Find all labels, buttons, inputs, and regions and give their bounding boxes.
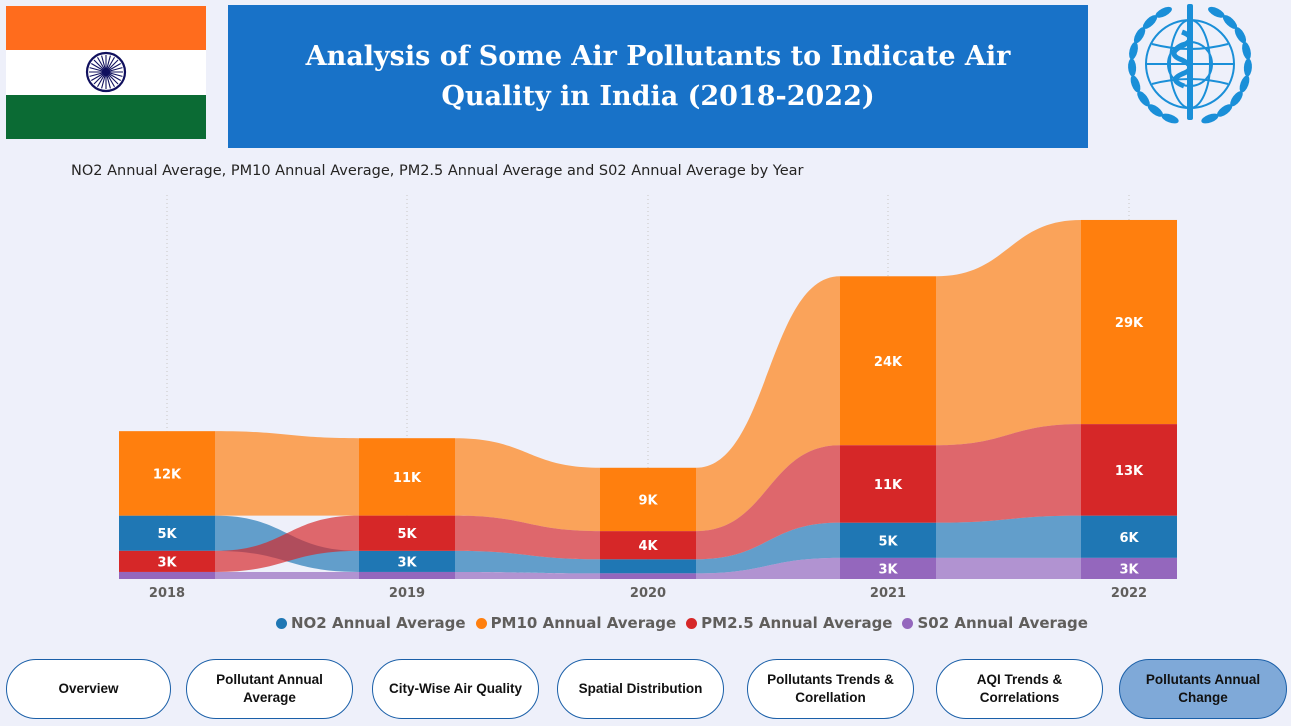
nav-aqi-trends-button[interactable]: AQI Trends & Correlations xyxy=(936,659,1103,719)
data-label-pm2-5-annual-average-2022: 13K xyxy=(1115,464,1144,479)
bar-segment-pm10-annual-average-2021[interactable] xyxy=(840,276,936,446)
chart-legend: NO2 Annual Average PM10 Annual Average P… xyxy=(276,614,1088,632)
legend-item-no2[interactable]: NO2 Annual Average xyxy=(276,614,466,632)
legend-marker-so2 xyxy=(902,617,914,629)
data-label-pm2-5-annual-average-2019: 5K xyxy=(397,527,417,542)
data-label-s02-annual-average-2021: 3K xyxy=(878,562,898,577)
ribbon-chart: 5K 12K 3K 3K 11K 5K 9K 4K 5K 24K 11K 3K 6K 29K 13K 3K 2… xyxy=(119,195,1177,601)
nav-pollutants-trends-button[interactable]: Pollutants Trends & Corellation xyxy=(747,659,914,719)
ribbon-pm10-annual-average-2019 xyxy=(455,438,600,532)
legend-label-pm10: PM10 Annual Average xyxy=(490,614,677,632)
flag-saffron-stripe xyxy=(6,6,206,51)
nav-spatial-distribution-button[interactable]: Spatial Distribution xyxy=(557,659,724,719)
bar-segment-s02-annual-average-2022[interactable] xyxy=(1081,557,1177,579)
nav-pollutant-annual-average-label: Pollutant Annual Average xyxy=(216,672,323,705)
legend-marker-pm10 xyxy=(475,617,487,629)
data-label-pm10-annual-average-2020: 9K xyxy=(638,493,658,508)
flag-green-stripe xyxy=(6,94,206,139)
ribbon-pm2-5-annual-average-2021 xyxy=(936,424,1081,523)
data-label-no2-annual-average-2022: 6K xyxy=(1119,531,1139,546)
bar-segment-s02-annual-average-2018[interactable] xyxy=(119,571,215,579)
page-title: Analysis of Some Air Pollutants to Indic… xyxy=(305,40,1011,112)
x-tick-label-2020: 2020 xyxy=(630,586,666,601)
bar-segment-pm10-annual-average-2018[interactable] xyxy=(119,431,215,516)
nav-pollutants-annual-change-label: Pollutants Annual Change xyxy=(1145,672,1261,705)
nav-spatial-distribution-label: Spatial Distribution xyxy=(578,681,703,696)
bar-segment-s02-annual-average-2020[interactable] xyxy=(600,573,696,579)
x-tick-label-2021: 2021 xyxy=(870,586,906,601)
who-emblem-icon xyxy=(1128,4,1252,124)
ribbon-pm10-annual-average-2021 xyxy=(936,219,1081,446)
ribbon-s02-annual-average-2020 xyxy=(696,557,840,579)
ribbon-pm10-annual-average-2020 xyxy=(696,276,840,532)
data-label-pm2-5-annual-average-2018: 3K xyxy=(157,555,177,570)
ribbon-s02-annual-average-2019 xyxy=(455,571,600,579)
flag-white-stripe xyxy=(6,50,206,95)
india-flag xyxy=(6,6,206,139)
bar-segment-pm2-5-annual-average-2021[interactable] xyxy=(840,445,936,523)
data-label-no2-annual-average-2021: 5K xyxy=(878,534,898,549)
ribbon-no2-annual-average-2021 xyxy=(936,515,1081,558)
legend-label-so2: S02 Annual Average xyxy=(917,614,1088,632)
legend-label-pm25: PM2.5 Annual Average xyxy=(701,614,893,632)
bar-segment-pm2-5-annual-average-2019[interactable] xyxy=(359,515,455,551)
data-label-pm2-5-annual-average-2020: 4K xyxy=(638,539,658,554)
nav-overview-label: Overview xyxy=(58,681,119,696)
ribbon-s02-annual-average-2018 xyxy=(215,571,359,579)
legend-label-no2: NO2 Annual Average xyxy=(291,614,466,632)
nav-city-wise-air-quality-button[interactable]: City-Wise Air Quality xyxy=(372,659,539,719)
bar-segment-no2-annual-average-2018[interactable] xyxy=(119,515,215,551)
ribbon-pm2-5-annual-average-2020 xyxy=(696,445,840,560)
legend-item-pm10[interactable]: PM10 Annual Average xyxy=(475,614,677,632)
nav-pollutant-annual-average-button[interactable]: Pollutant Annual Average xyxy=(186,659,353,719)
bar-segment-no2-annual-average-2020[interactable] xyxy=(600,559,696,574)
bar-segment-pm10-annual-average-2019[interactable] xyxy=(359,438,455,516)
bar-segment-pm10-annual-average-2020[interactable] xyxy=(600,467,696,532)
header-banner: Analysis of Some Air Pollutants to Indic… xyxy=(228,5,1088,148)
nav-overview-button[interactable]: Overview xyxy=(6,659,171,719)
x-tick-label-2022: 2022 xyxy=(1111,586,1147,601)
bar-segment-no2-annual-average-2022[interactable] xyxy=(1081,515,1177,558)
data-label-pm10-annual-average-2019: 11K xyxy=(393,471,422,486)
bar-segment-pm2-5-annual-average-2018[interactable] xyxy=(119,550,215,572)
ribbon-pm10-annual-average-2018 xyxy=(215,431,359,516)
data-label-pm10-annual-average-2018: 12K xyxy=(153,467,182,482)
x-tick-label-2018: 2018 xyxy=(149,586,185,601)
data-label-no2-annual-average-2019: 3K xyxy=(397,555,417,570)
bar-segment-no2-annual-average-2019[interactable] xyxy=(359,550,455,572)
ribbon-s02-annual-average-2021 xyxy=(936,557,1081,579)
bar-segment-no2-annual-average-2021[interactable] xyxy=(840,522,936,558)
ribbon-no2-annual-average-2019 xyxy=(455,550,600,574)
bar-segment-pm2-5-annual-average-2022[interactable] xyxy=(1081,424,1177,516)
data-label-no2-annual-average-2018: 5K xyxy=(157,527,177,542)
legend-item-pm25[interactable]: PM2.5 Annual Average xyxy=(686,614,892,632)
chart-title: NO2 Annual Average, PM10 Annual Average,… xyxy=(71,163,804,179)
legend-marker-no2 xyxy=(276,617,287,629)
x-tick-label-2019: 2019 xyxy=(389,586,425,601)
data-label-pm10-annual-average-2022: 29K xyxy=(1115,316,1144,331)
data-label-s02-annual-average-2022: 3K xyxy=(1119,562,1139,577)
legend-marker-pm25 xyxy=(686,617,698,629)
bar-segment-pm10-annual-average-2022[interactable] xyxy=(1081,219,1177,425)
ribbon-pm2-5-annual-average-2019 xyxy=(455,515,600,560)
nav-aqi-trends-label: AQI Trends & Correlations xyxy=(976,672,1063,705)
nav-pollutants-annual-change-button[interactable]: Pollutants Annual Change xyxy=(1119,659,1287,719)
data-label-pm2-5-annual-average-2021: 11K xyxy=(874,478,903,493)
nav-city-wise-air-quality-label: City-Wise Air Quality xyxy=(389,681,522,696)
ribbon-no2-annual-average-2020 xyxy=(696,522,840,574)
bar-segment-s02-annual-average-2021[interactable] xyxy=(840,557,936,579)
ribbon-pm2-5-annual-average-2018 xyxy=(215,515,359,572)
legend-item-so2[interactable]: S02 Annual Average xyxy=(902,614,1088,632)
bar-segment-s02-annual-average-2019[interactable] xyxy=(359,571,455,579)
nav-pollutants-trends-label: Pollutants Trends & Corellation xyxy=(767,672,894,705)
data-label-pm10-annual-average-2021: 24K xyxy=(874,355,903,370)
bar-segment-pm2-5-annual-average-2020[interactable] xyxy=(600,531,696,560)
ashoka-chakra-icon xyxy=(85,52,127,93)
